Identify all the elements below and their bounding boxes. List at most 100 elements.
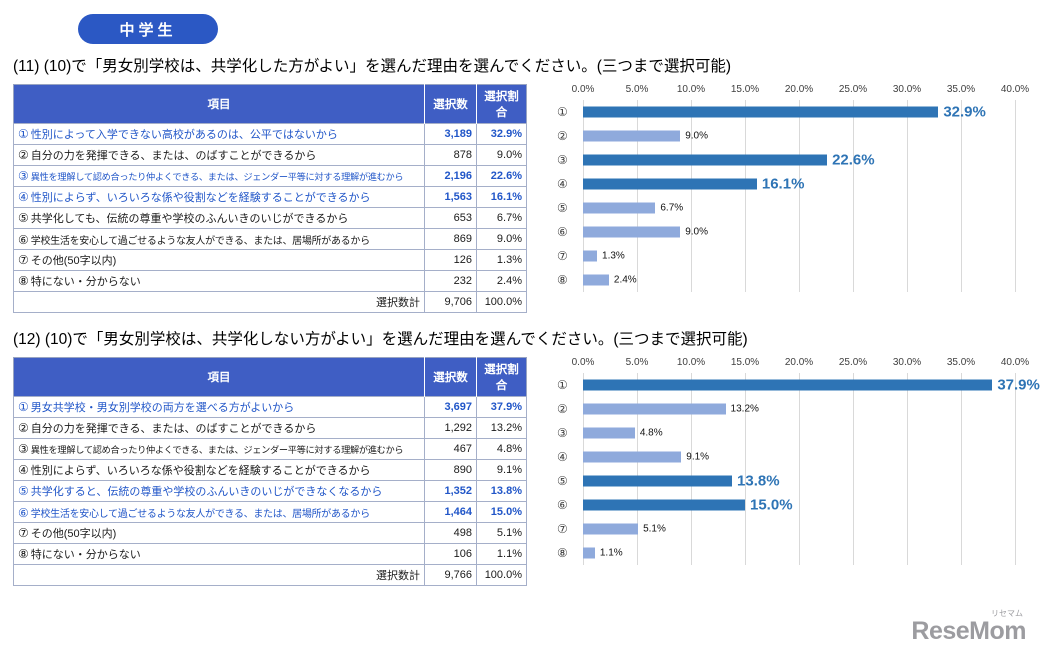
chart-bar-row: ② 13.2% bbox=[557, 397, 1029, 421]
axis-tick-label: 35.0% bbox=[946, 357, 976, 368]
axis-tick-label: 30.0% bbox=[892, 357, 922, 368]
row-label: 性別によらず、いろいろな係や役割などを経験することができるから bbox=[30, 192, 371, 204]
bar bbox=[583, 403, 726, 415]
item-cell: ① 性別によって入学できない高校があるのは、公平ではないから bbox=[13, 123, 425, 145]
axis-tick-label: 40.0% bbox=[1000, 84, 1030, 95]
axis-tick-label: 25.0% bbox=[838, 84, 868, 95]
bar-value-label: 9.0% bbox=[685, 130, 708, 142]
count-cell: 1,563 bbox=[424, 186, 477, 208]
percent-cell: 32.9% bbox=[476, 123, 527, 145]
row-number: ③ bbox=[18, 169, 29, 183]
table-row: ④ 性別によらず、いろいろな係や役割などを経験することができるから 1,563 16.… bbox=[13, 186, 527, 208]
chart-x-axis: 0.0% 5.0% 10.0% 15.0% 20.0% 25.0% 30.0% 35.0% 40… bbox=[572, 357, 1030, 373]
item-cell: ② 自分の力を発揮できる、または、のばすことができるから bbox=[13, 417, 425, 439]
gridline bbox=[583, 100, 584, 292]
chart-bar-row: ⑧ 1.1% bbox=[557, 541, 1029, 565]
chart-x-axis: 0.0% 5.0% 10.0% 15.0% 20.0% 25.0% 30.0% 35.0% 40… bbox=[572, 84, 1030, 100]
percent-cell: 5.1% bbox=[476, 522, 527, 544]
count-cell: 126 bbox=[424, 249, 477, 271]
table-row: ⑤ 共学化すると、伝統の尊重や学校のふんいきのいじができなくなるから 1,352 13… bbox=[13, 480, 527, 502]
gridline bbox=[745, 373, 746, 565]
bar-value-label: 9.1% bbox=[686, 451, 710, 463]
chart-bars: ① 32.9% ② 9.0% ③ 22.6% ④ 16.1% ⑤ 6.7% ⑥ 9.0% ⑦ 1.3% ⑧ 2… bbox=[557, 100, 1029, 292]
row-label: その他(50字以内) bbox=[30, 528, 117, 540]
row-number: ① bbox=[18, 400, 29, 414]
row-label: 特にない・分からない bbox=[30, 549, 141, 561]
bar bbox=[583, 226, 681, 238]
gridline bbox=[961, 373, 962, 565]
row-label: 性別によって入学できない高校があるのは、公平ではないから bbox=[30, 129, 338, 141]
category-label: ⑥ bbox=[557, 225, 568, 239]
bar-track: 9.0% bbox=[583, 124, 1015, 148]
row-number: ⑧ bbox=[18, 274, 29, 288]
category-label: ④ bbox=[557, 177, 568, 191]
bar bbox=[583, 130, 681, 142]
gridline bbox=[745, 100, 746, 292]
total-count-cell: 9,706 bbox=[424, 291, 477, 313]
bar-value-label: 4.8% bbox=[639, 427, 663, 439]
section-q11: (11) (10)で「男女別学校は、共学化した方がよい」を選んだ理由を選んでくだ… bbox=[13, 54, 1029, 313]
table-row: ② 自分の力を発揮できる、または、のばすことができるから 1,292 13.2% bbox=[13, 417, 527, 439]
percent-cell: 1.1% bbox=[476, 543, 527, 565]
gridline bbox=[907, 100, 908, 292]
bar bbox=[583, 379, 993, 391]
row-number: ③ bbox=[18, 442, 29, 456]
bar bbox=[583, 274, 609, 286]
chart-bar-row: ① 37.9% bbox=[557, 373, 1040, 397]
question-title-q11: (11) (10)で「男女別学校は、共学化した方がよい」を選んだ理由を選んでくだ… bbox=[13, 58, 732, 75]
gridline bbox=[583, 373, 584, 565]
row-label: 学校生活を安心して過ごせるような友人ができる、または、居場所があるから bbox=[30, 235, 370, 247]
table-row: ⑧ 特にない・分からない 232 2.4% bbox=[13, 270, 527, 292]
bar-track: 5.1% bbox=[583, 517, 1015, 541]
bar-value-label: 13.2% bbox=[730, 403, 759, 415]
bar-track: 9.1% bbox=[583, 445, 1015, 469]
bar-track: 13.8% bbox=[583, 469, 1015, 493]
percent-cell: 22.6% bbox=[476, 165, 527, 187]
axis-tick-label: 15.0% bbox=[730, 84, 760, 95]
chart-bar-row: ⑤ 6.7% bbox=[557, 196, 1029, 220]
bar-track: 2.4% bbox=[583, 268, 1015, 292]
row-label: 自分の力を発揮できる、または、のばすことができるから bbox=[30, 150, 317, 162]
table-row: ⑧ 特にない・分からない 106 1.1% bbox=[13, 543, 527, 565]
gridline bbox=[691, 100, 692, 292]
gridline bbox=[853, 100, 854, 292]
category-label: ⑤ bbox=[557, 474, 568, 488]
row-label: 学校生活を安心して過ごせるような友人ができる、または、居場所があるから bbox=[30, 508, 370, 520]
col-header-count: 選択数 bbox=[424, 357, 477, 397]
bar-value-label: 1.1% bbox=[599, 547, 623, 559]
percent-cell: 15.0% bbox=[476, 501, 527, 523]
gridline bbox=[1015, 373, 1016, 565]
row-number: ② bbox=[18, 421, 29, 435]
table-row: ① 男女共学校・男女別学校の両方を選べる方がよいから 3,697 37.9% bbox=[13, 396, 527, 418]
percent-cell: 37.9% bbox=[476, 396, 527, 418]
row-label: 共学化しても、伝統の尊重や学校のふんいきのいじができるから bbox=[30, 213, 349, 225]
section-q12: (12) (10)で「男女別学校は、共学化しない方がよい」を選んだ理由を選んでく… bbox=[13, 327, 1040, 586]
count-cell: 1,464 bbox=[424, 501, 477, 523]
item-cell: ② 自分の力を発揮できる、または、のばすことができるから bbox=[13, 144, 425, 166]
bar-chart-q12: 0.0% 5.0% 10.0% 15.0% 20.0% 25.0% 30.0% 35.0% 40… bbox=[557, 357, 1040, 565]
row-label: その他(50字以内) bbox=[30, 255, 117, 267]
row-label: 共学化すると、伝統の尊重や学校のふんいきのいじができなくなるから bbox=[30, 486, 383, 498]
axis-tick-label: 30.0% bbox=[892, 84, 922, 95]
section-body-q12: 項目 選択数 選択割合 ① 男女共学校・男女別学校の両方を選べる方がよいから 3,6… bbox=[13, 357, 1040, 586]
bar-value-label: 6.7% bbox=[660, 202, 684, 214]
bar bbox=[583, 451, 682, 463]
bar-value-label: 15.0% bbox=[750, 496, 793, 514]
table-total-row: 選択数計 9,766 100.0% bbox=[13, 564, 527, 586]
count-cell: 1,292 bbox=[424, 417, 477, 439]
percent-cell: 9.1% bbox=[476, 459, 527, 481]
count-cell: 2,196 bbox=[424, 165, 477, 187]
category-label: ③ bbox=[557, 153, 568, 167]
results-table-q11: 項目 選択数 選択割合 ① 性別によって入学できない高校があるのは、公平ではないか… bbox=[13, 84, 527, 313]
category-label: ⑥ bbox=[557, 498, 568, 512]
total-label-cell: 選択数計 bbox=[13, 564, 425, 586]
count-cell: 869 bbox=[424, 228, 477, 250]
axis-tick-label: 0.0% bbox=[571, 84, 595, 95]
chart-plot-area: ① 37.9% ② 13.2% ③ 4.8% ④ 9.1% ⑤ 13.8% ⑥ 15.0% ⑦ 5.1% ⑧… bbox=[557, 373, 1040, 565]
chart-bar-row: ⑥ 15.0% bbox=[557, 493, 1029, 517]
row-number: ⑥ bbox=[18, 232, 29, 247]
category-label: ① bbox=[557, 378, 568, 392]
total-label-cell: 選択数計 bbox=[13, 291, 425, 313]
bar bbox=[583, 202, 656, 214]
item-cell: ⑥ 学校生活を安心して過ごせるような友人ができる、または、居場所があるから bbox=[13, 501, 425, 523]
